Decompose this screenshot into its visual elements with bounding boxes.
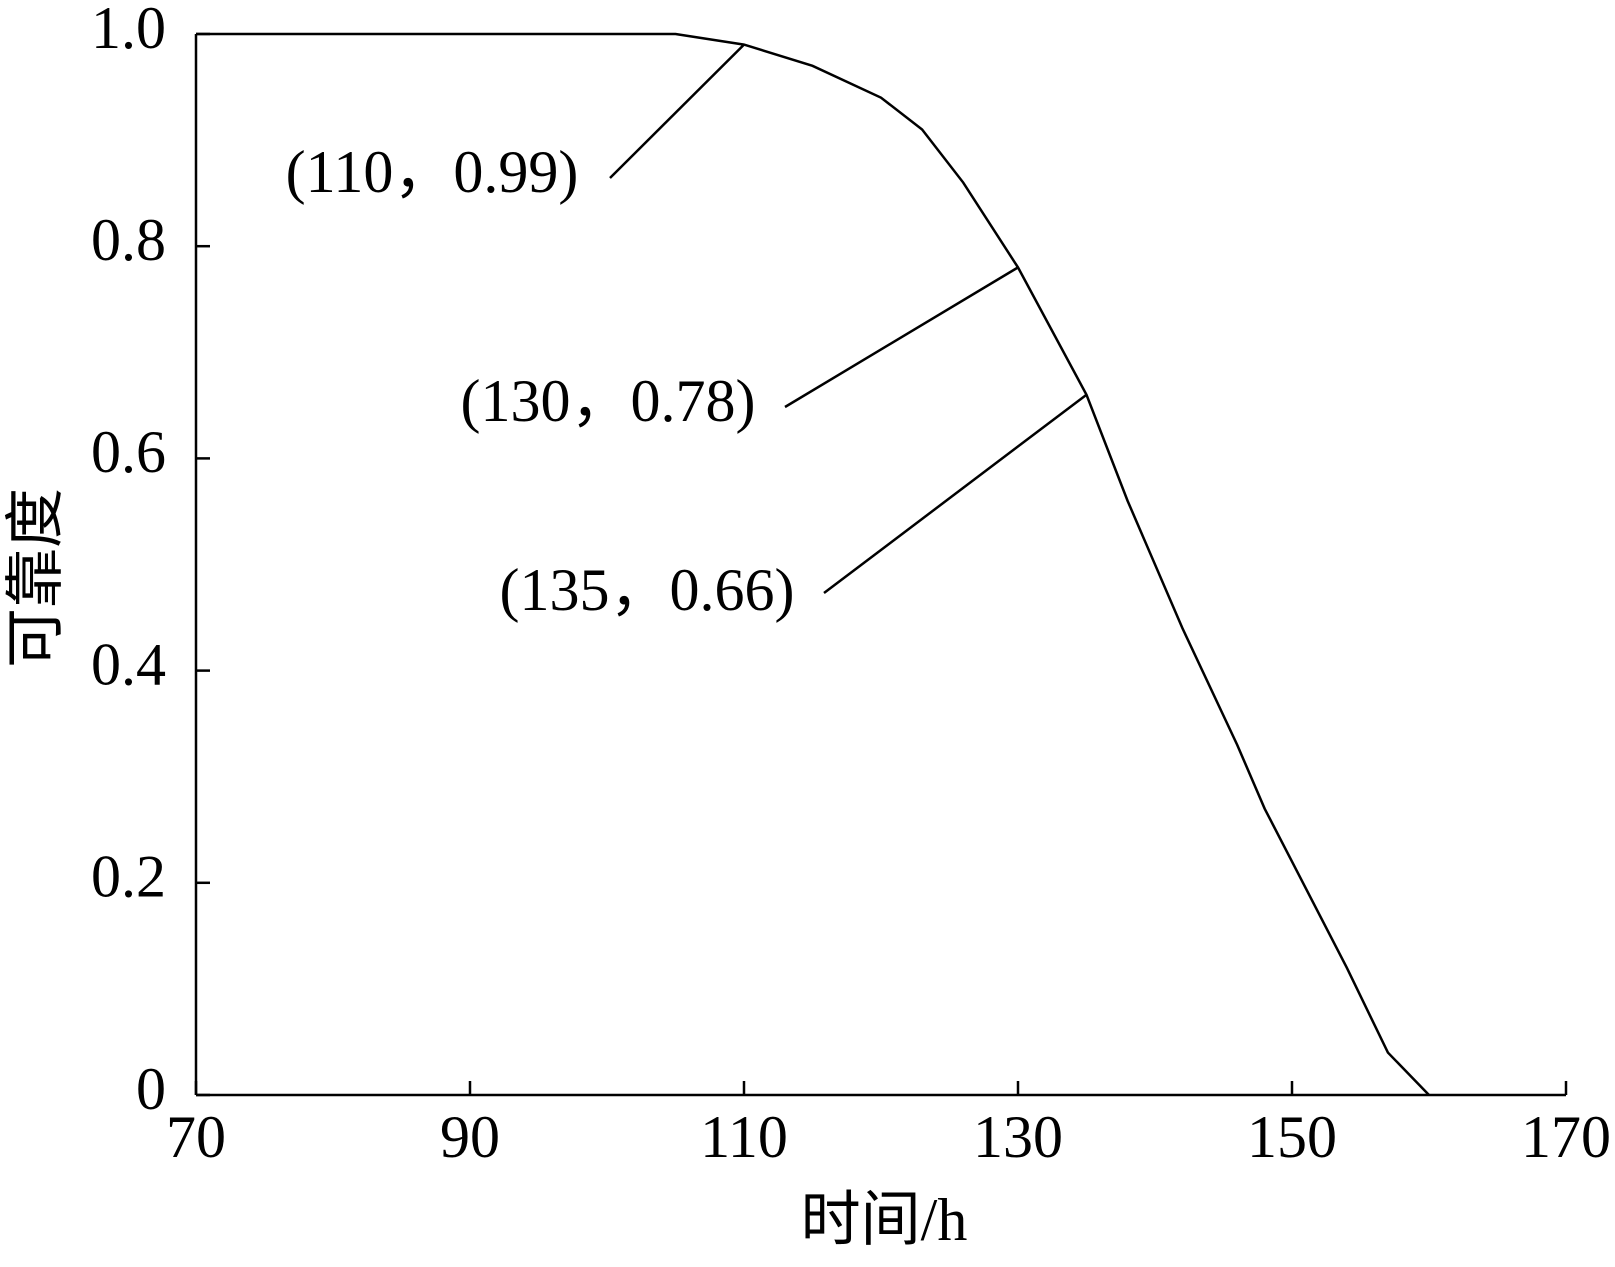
- y-axis-label: 可靠度: [3, 488, 69, 668]
- x-tick-label: 130: [973, 1104, 1063, 1170]
- annotation-leader: [823, 393, 1088, 594]
- y-tick-label: 1.0: [91, 0, 166, 61]
- annotation-label: (110，0.99): [286, 139, 579, 205]
- x-axis-label: 时间/h: [801, 1187, 968, 1253]
- x-tick-label: 90: [440, 1104, 500, 1170]
- x-tick-label: 110: [700, 1104, 788, 1170]
- x-tick-label: 150: [1247, 1104, 1337, 1170]
- y-tick-label: 0.4: [91, 631, 166, 697]
- y-tick-label: 0.2: [91, 844, 166, 910]
- x-tick-label: 70: [166, 1104, 226, 1170]
- annotation-leader: [784, 266, 1019, 409]
- annotation-label: (130，0.78): [461, 368, 756, 434]
- annotation-label: (135，0.66): [500, 557, 795, 623]
- x-tick-label: 170: [1521, 1104, 1611, 1170]
- y-tick-label: 0: [136, 1056, 166, 1122]
- y-tick-label: 0.8: [91, 207, 166, 273]
- annotation-leader: [609, 43, 745, 179]
- y-tick-label: 0.6: [91, 419, 166, 485]
